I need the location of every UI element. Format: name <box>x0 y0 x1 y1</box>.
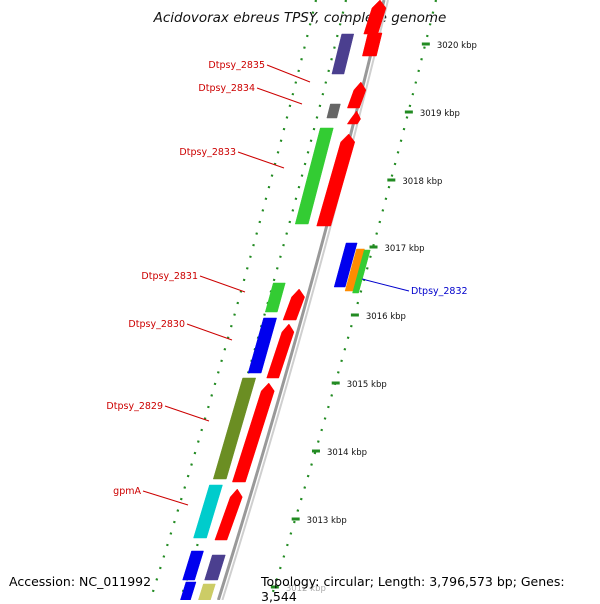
feature-blue-2830[interactable] <box>247 317 277 374</box>
kbp-tick-label: 3013 kbp <box>307 516 347 526</box>
gene-leader-line <box>361 278 410 292</box>
gene-features[interactable] <box>180 0 387 600</box>
feature-red-8[interactable] <box>214 488 243 541</box>
kbp-tick-label: 3020 kbp <box>437 41 477 51</box>
gene-leader-line <box>186 323 233 341</box>
feature-blue-bottom[interactable] <box>182 550 204 581</box>
feature-blue-bottom-2[interactable] <box>180 581 197 600</box>
feature-blue-2832a[interactable] <box>333 242 358 288</box>
kbp-tick-label: 3019 kbp <box>420 109 460 119</box>
feature-green-2831[interactable] <box>264 282 286 313</box>
feature-red-1[interactable] <box>362 32 383 57</box>
gene-label: Dtpsy_2835 <box>208 60 265 71</box>
feature-navy-1[interactable] <box>331 33 355 75</box>
gene-leader-line <box>199 275 246 293</box>
gene-label: Dtpsy_2832 <box>411 286 468 297</box>
gene-leader-line <box>256 87 303 105</box>
gene-leader-line <box>164 405 210 422</box>
accession-text: Accession: NC_011992 <box>9 574 152 589</box>
kbp-tick-label: 3017 kbp <box>385 244 425 254</box>
feature-yellow-bottom[interactable] <box>198 583 216 600</box>
gene-label: Dtpsy_2831 <box>141 271 198 282</box>
feature-red-7[interactable] <box>232 382 275 483</box>
kbp-tick-label: 3018 kbp <box>402 177 442 187</box>
feature-olive-2829[interactable] <box>212 377 257 480</box>
backbone-highlight <box>221 0 389 600</box>
feature-green-2833[interactable] <box>294 127 334 225</box>
kbp-tick-label: 3016 kbp <box>366 312 406 322</box>
gene-label: Dtpsy_2829 <box>106 401 163 412</box>
gene-label: Dtpsy_2833 <box>179 147 236 158</box>
feature-top-red[interactable] <box>363 0 387 35</box>
kbp-ruler: 3020 kbp 3019 kbp 3018 kbp 3017 kbp 3016 kbp… <box>270 41 477 594</box>
gene-label: Dtpsy_2830 <box>128 319 185 330</box>
gene-labels: Dtpsy_2835 Dtpsy_2834 Dtpsy_2833 Dtpsy_2832… <box>106 60 468 506</box>
kbp-tick-label: 3012 kbp <box>286 584 326 594</box>
gene-label: gpmA <box>113 486 141 497</box>
gene-leader-line <box>237 151 285 169</box>
gene-label: Dtpsy_2834 <box>198 83 255 94</box>
gene-leader-line <box>142 490 189 506</box>
feature-green-2832[interactable] <box>352 249 371 294</box>
left-far-guide <box>149 0 318 600</box>
feature-red-2[interactable] <box>347 81 367 109</box>
right-guide <box>269 0 438 600</box>
gene-leader-line <box>266 64 311 83</box>
feature-gray-1[interactable] <box>326 103 341 119</box>
feature-cyan-gpmA[interactable] <box>193 484 223 539</box>
kbp-tick-label: 3015 kbp <box>347 380 387 390</box>
feature-navy-bottom[interactable] <box>204 554 226 581</box>
feature-red-6[interactable] <box>266 323 295 379</box>
feature-red-4[interactable] <box>316 133 356 227</box>
kbp-tick-label: 3014 kbp <box>327 448 367 458</box>
feature-red-3[interactable] <box>346 110 361 125</box>
feature-red-5[interactable] <box>282 288 305 321</box>
